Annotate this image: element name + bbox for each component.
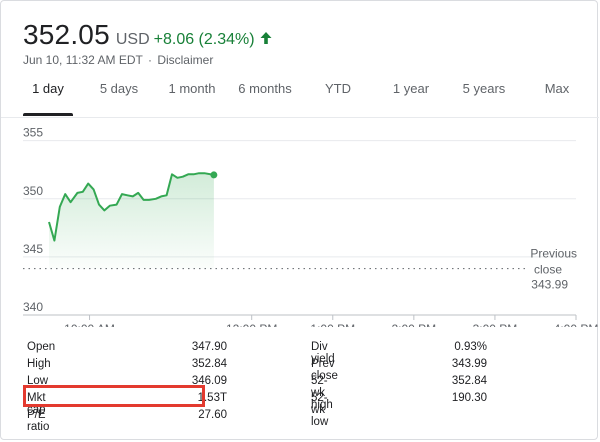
active-tab-indicator: [23, 113, 73, 116]
current-price-dot: [210, 171, 218, 179]
price-row: 352.05 USD +8.06 (2.34%): [23, 19, 273, 51]
mkt-cap-highlight-box: [23, 385, 205, 407]
stat-value: 0.93%: [454, 341, 487, 353]
stat-value: 346.09: [191, 375, 227, 387]
tab-5-years[interactable]: 5 years: [462, 81, 506, 96]
disclaimer-link[interactable]: Disclaimer: [157, 53, 214, 67]
stat-label: Mkt cap: [27, 392, 46, 416]
stat-label: Div yield: [311, 341, 335, 365]
y-tick-label: 340: [23, 300, 43, 314]
stat-value: 343.99: [451, 358, 487, 370]
tab-1-month[interactable]: 1 month: [168, 81, 216, 96]
stat-value: 352.84: [451, 375, 487, 387]
x-tick-label: 4:00 PM: [554, 322, 599, 327]
stat-label: 52-wk high: [311, 375, 333, 411]
tab-1-year[interactable]: 1 year: [392, 81, 430, 96]
stat-label: Prev close: [311, 358, 338, 382]
current-price: 352.05: [23, 19, 110, 50]
stat-label: 52-wk low: [311, 392, 329, 428]
stat-value: 27.60: [198, 409, 227, 421]
x-axis-labels: 10:00 AM 12:00 PM 1:00 PM 2:00 PM 3:00 PM 4:0…: [64, 322, 598, 327]
stat-label: P/E ratio: [27, 409, 50, 433]
stat-value: 347.90: [191, 341, 227, 353]
x-tick-label: 1:00 PM: [310, 322, 355, 327]
stat-value: 352.84: [191, 358, 227, 370]
up-arrow-icon: [260, 32, 272, 44]
tabs-divider: [1, 117, 599, 118]
y-axis-labels: 340 345 350 355: [23, 127, 43, 314]
previous-close-label-line1: Previous: [530, 247, 577, 261]
stat-label: High: [27, 358, 51, 370]
x-tick-label: 12:00 PM: [226, 322, 277, 327]
quote-subline: Jun 10, 11:32 AM EDT · Disclaimer: [23, 53, 213, 67]
stat-label: Low: [27, 375, 49, 387]
x-tick-label: 2:00 PM: [391, 322, 436, 327]
tab-max[interactable]: Max: [544, 81, 570, 96]
x-tick-label: 10:00 AM: [64, 322, 115, 327]
previous-close-label-line2: close: [534, 263, 562, 277]
quote-timestamp: Jun 10, 11:32 AM EDT: [23, 53, 143, 67]
price-series-line: [48, 172, 215, 242]
y-tick-label: 355: [23, 127, 43, 140]
tab-6-months[interactable]: 6 months: [238, 81, 292, 96]
x-tick-label: 3:00 PM: [473, 322, 518, 327]
currency-label: USD: [115, 31, 150, 48]
range-tabs: 1 day 5 days 1 month 6 months YTD 1 year…: [1, 73, 599, 117]
tab-5-days[interactable]: 5 days: [99, 81, 139, 96]
price-area-fill: [49, 173, 214, 269]
y-tick-label: 345: [23, 242, 43, 256]
separator-dot: ·: [147, 53, 152, 67]
stat-label: Open: [27, 341, 56, 353]
tab-1-day[interactable]: 1 day: [32, 81, 64, 96]
previous-close-value: 343.99: [531, 278, 568, 292]
price-chart[interactable]: 340 345 350 355 10:00 AM 12:00 PM 1:00 PM 2:00…: [1, 127, 599, 327]
y-tick-label: 350: [23, 184, 43, 198]
price-change: +8.06 (2.34%): [153, 31, 255, 48]
tab-ytd[interactable]: YTD: [325, 81, 351, 96]
stat-value: 190.30: [451, 392, 487, 404]
